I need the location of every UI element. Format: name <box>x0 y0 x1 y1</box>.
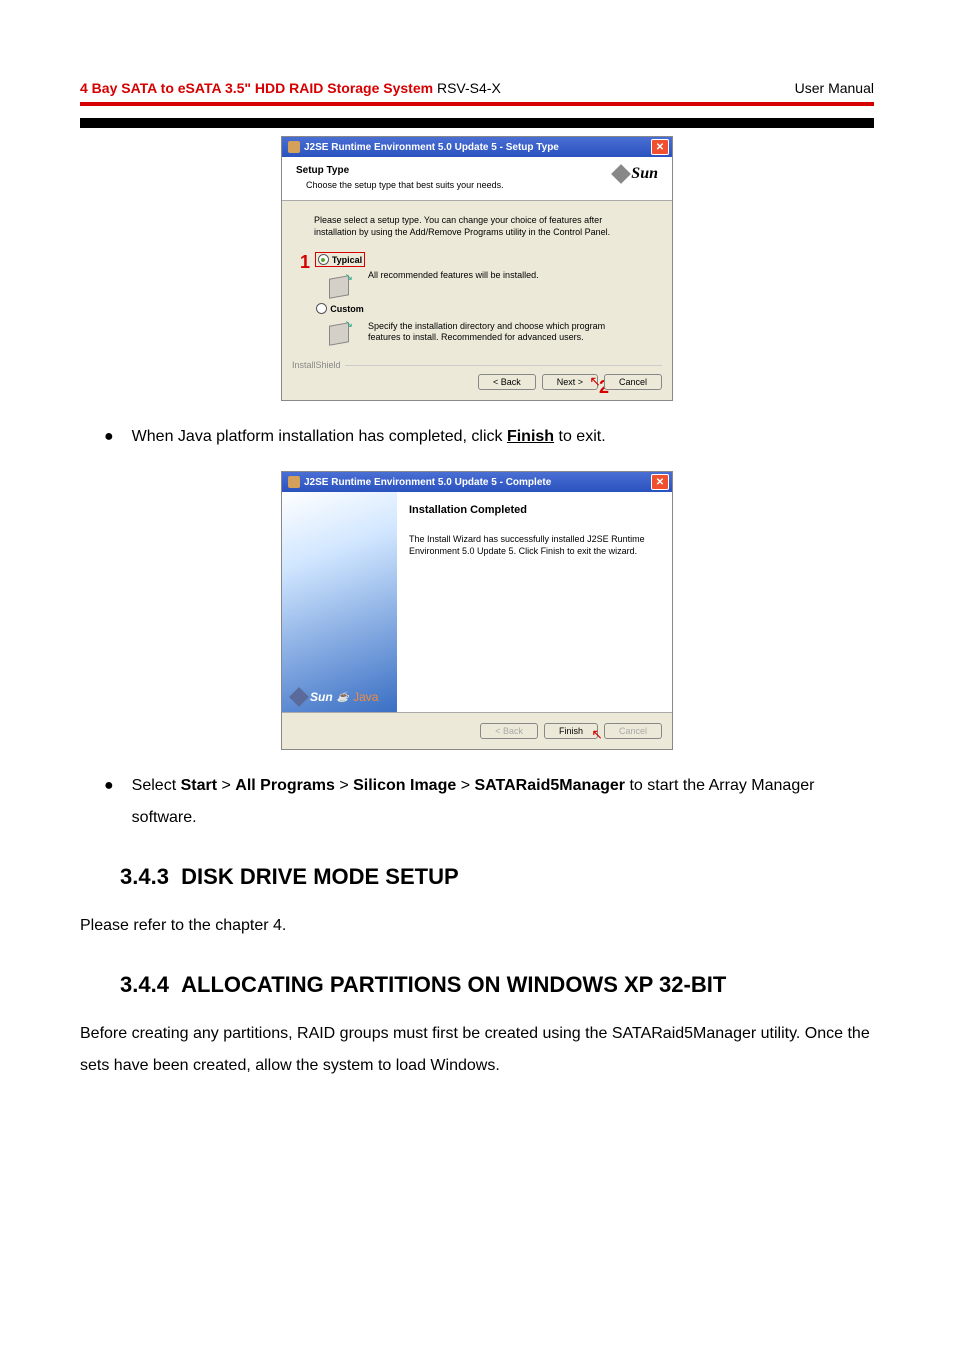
sun-icon <box>611 164 631 184</box>
product-title: 4 Bay SATA to eSATA 3.5" HDD RAID Storag… <box>80 80 433 96</box>
divider-black <box>80 118 874 128</box>
package-icon: ↘ <box>327 320 353 346</box>
package-icon: ↘ <box>327 273 353 299</box>
installer-complete: J2SE Runtime Environment 5.0 Update 5 - … <box>281 471 673 750</box>
next-button[interactable]: Next > ↖ 2 <box>542 374 598 390</box>
complete-sidebar-image: Sun ☕ Java <box>282 492 397 712</box>
callout-arrow-icon: ↖ <box>591 726 603 743</box>
divider-red <box>80 102 874 106</box>
installshield-label: InstallShield <box>292 360 341 370</box>
complete-heading: Installation Completed <box>409 504 660 516</box>
complete-text: The Install Wizard has successfully inst… <box>409 534 660 557</box>
window-title: J2SE Runtime Environment 5.0 Update 5 - … <box>304 477 551 488</box>
radio-custom[interactable]: Custom <box>316 303 364 314</box>
section-body-343: Please refer to the chapter 4. <box>80 910 874 942</box>
window-title: J2SE Runtime Environment 5.0 Update 5 - … <box>304 142 559 153</box>
page-header: 4 Bay SATA to eSATA 3.5" HDD RAID Storag… <box>80 80 874 96</box>
section-heading-343: 3.4.3 DISK DRIVE MODE SETUP <box>120 864 874 890</box>
java-icon <box>288 476 300 488</box>
sun-logo: Sun <box>614 165 658 183</box>
option-custom: Custom ↘ Specify the installation direct… <box>300 303 658 346</box>
cancel-button: Cancel <box>604 723 662 739</box>
section-heading-344: 3.4.4 ALLOCATING PARTITIONS ON WINDOWS X… <box>120 972 874 998</box>
user-manual-label: User Manual <box>795 80 874 96</box>
product-model: RSV-S4-X <box>433 80 501 96</box>
callout-1: 1 <box>300 252 312 273</box>
panel-header: Setup Type Choose the setup type that be… <box>282 157 672 201</box>
titlebar: J2SE Runtime Environment 5.0 Update 5 - … <box>282 137 672 157</box>
section-body-344: Before creating any partitions, RAID gro… <box>80 1018 874 1082</box>
finish-button[interactable]: Finish ↖ <box>544 723 598 739</box>
bullet-icon: ● <box>104 770 114 834</box>
bullet-icon: ● <box>104 421 114 453</box>
back-button[interactable]: < Back <box>478 374 536 390</box>
bullet-start-manager: ● Select Start > All Programs > Silicon … <box>104 770 874 834</box>
button-row: < Back Next > ↖ 2 Cancel <box>282 370 672 400</box>
instruction-text: Please select a setup type. You can chan… <box>314 215 640 238</box>
titlebar: J2SE Runtime Environment 5.0 Update 5 - … <box>282 472 672 492</box>
installer-setup-type: J2SE Runtime Environment 5.0 Update 5 - … <box>281 136 673 401</box>
typical-desc: All recommended features will be install… <box>368 252 658 281</box>
back-button: < Back <box>480 723 538 739</box>
radio-typical[interactable]: Typical <box>315 252 365 267</box>
setup-type-sub: Choose the setup type that best suits yo… <box>306 180 504 190</box>
setup-type-heading: Setup Type <box>296 165 504 176</box>
cancel-button[interactable]: Cancel <box>604 374 662 390</box>
close-icon[interactable]: ✕ <box>651 474 669 490</box>
java-icon <box>288 141 300 153</box>
bullet-finish: ● When Java platform installation has co… <box>104 421 874 453</box>
custom-desc: Specify the installation directory and c… <box>368 303 658 343</box>
close-icon[interactable]: ✕ <box>651 139 669 155</box>
option-typical: 1 Typical ↘ All recommended features wil… <box>300 252 658 299</box>
